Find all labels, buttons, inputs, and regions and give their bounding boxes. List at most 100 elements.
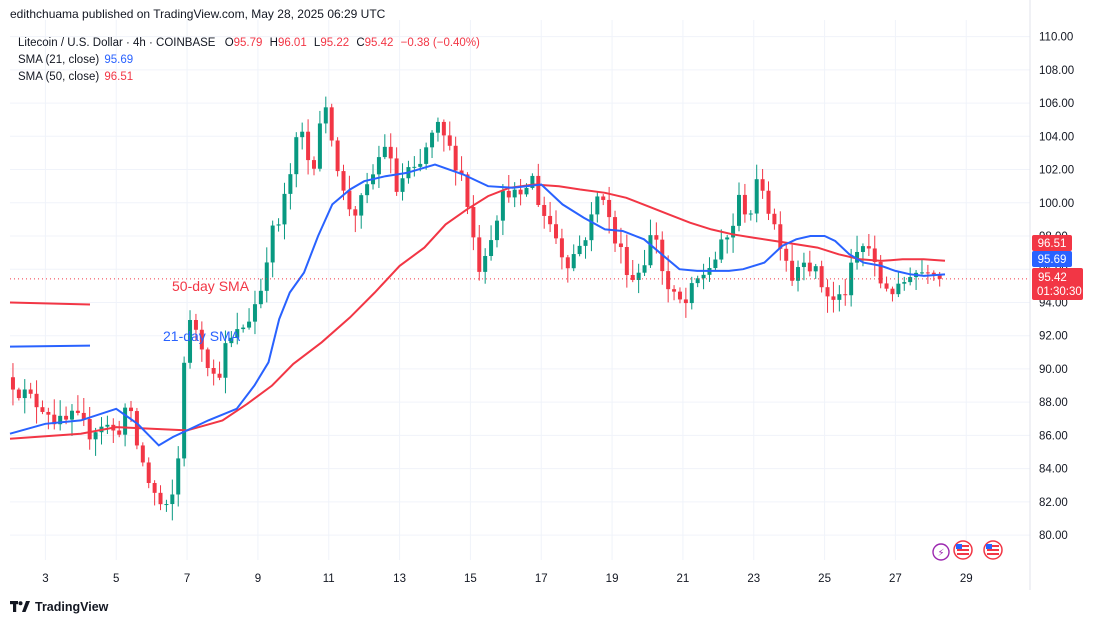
candle-body (742, 194, 747, 215)
candle-body (28, 389, 33, 394)
candle-body (477, 237, 482, 272)
low-label: L (313, 37, 321, 49)
candle-body (866, 246, 871, 249)
candle-body (925, 272, 930, 274)
candle-body (311, 160, 316, 169)
sma21-line (9, 163, 946, 447)
candle-body (16, 389, 21, 399)
candle-body (347, 190, 352, 210)
price-tick-label: 88.00 (1039, 397, 1068, 409)
candle-body (565, 257, 570, 269)
sma50-legend-row[interactable]: SMA (50, close) 96.51 (18, 69, 480, 86)
sma21-legend-row[interactable]: SMA (21, close) 95.69 (18, 52, 480, 69)
close-value: 95.42 (364, 37, 394, 49)
candle-body (512, 189, 517, 198)
candle-body (105, 424, 110, 427)
candle-body (435, 121, 440, 133)
candle-body (736, 194, 741, 226)
price-tick-label: 108.00 (1039, 65, 1074, 77)
candle-body (630, 275, 635, 280)
candle-body (896, 283, 901, 295)
tradingview-logo-icon (10, 601, 30, 613)
svg-text:01:30:30: 01:30:30 (1037, 286, 1082, 298)
time-tick-label: 11 (323, 573, 335, 585)
candle-body (158, 492, 163, 505)
time-tick-label: 17 (535, 573, 548, 585)
candle-body (695, 278, 700, 284)
price-tick-label: 92.00 (1039, 331, 1068, 343)
candle-body (748, 213, 753, 215)
candle-body (524, 187, 529, 195)
candle-body (518, 189, 523, 195)
candle-body (919, 272, 924, 274)
candle-body (530, 175, 535, 188)
price-tick-label: 86.00 (1039, 430, 1068, 442)
candle-body (465, 174, 470, 207)
candle-body (276, 224, 281, 226)
time-tick-label: 15 (464, 573, 477, 585)
candle-body (937, 274, 942, 279)
candle-body (241, 327, 246, 330)
symbol-name[interactable]: Litecoin / U.S. Dollar · 4h · COINBASE (18, 37, 216, 49)
candle-body (264, 262, 269, 291)
tradingview-footer[interactable]: TradingView (10, 600, 108, 614)
candle-body (595, 196, 600, 215)
candle-body (329, 107, 334, 141)
candle-body (819, 266, 824, 288)
candle-body (412, 166, 417, 168)
symbol-row: Litecoin / U.S. Dollar · 4h · COINBASE O… (18, 35, 480, 52)
candle-body (589, 214, 594, 241)
candle-body (282, 193, 287, 225)
candle-body (689, 283, 694, 304)
candle-body (784, 248, 789, 261)
price-tick-label: 102.00 (1039, 165, 1074, 177)
candle-body (129, 407, 134, 412)
candle-body (359, 195, 364, 216)
candle-body (441, 121, 446, 136)
candle-body (46, 411, 51, 415)
events-flags[interactable]: ⚡ (932, 540, 1003, 561)
candle-body (825, 287, 830, 297)
candle-body (931, 272, 936, 275)
tradingview-brand: TradingView (35, 600, 109, 614)
time-tick-label: 19 (606, 573, 619, 585)
svg-text:⚡: ⚡ (937, 548, 944, 559)
candle-body (424, 147, 429, 164)
time-tick-label: 27 (889, 573, 902, 585)
candle-body (217, 373, 222, 378)
candle-body (489, 240, 494, 256)
candle-body (908, 277, 913, 283)
candle-body (123, 407, 128, 435)
candle-body (247, 321, 252, 328)
candle-body (583, 240, 588, 246)
candle-body (902, 282, 907, 284)
candle-body (878, 262, 883, 284)
candle-body (229, 337, 234, 344)
candle-body (400, 178, 405, 192)
candle-body (288, 174, 293, 194)
close-label: C (356, 37, 365, 49)
price-tick-label: 104.00 (1039, 131, 1074, 143)
candle-body (117, 430, 122, 435)
candle-body (683, 299, 688, 304)
sma21-legend-label: SMA (21, close) (18, 54, 100, 66)
candle-body (376, 157, 381, 175)
candle-body (382, 146, 387, 158)
sma21-annotation: 21-day SMA (163, 328, 241, 344)
open-value: 95.79 (233, 37, 263, 49)
candle-body (642, 265, 647, 273)
candle-body (430, 132, 435, 148)
candle-body (81, 412, 86, 420)
candle-body (607, 199, 612, 218)
candle-body (801, 262, 806, 268)
candle-body (672, 289, 677, 292)
chart-legend: Litecoin / U.S. Dollar · 4h · COINBASE O… (18, 35, 480, 86)
high-value: 96.01 (277, 37, 307, 49)
time-tick-label: 7 (184, 573, 190, 585)
sma50-price-label: 96.51 (1032, 235, 1072, 251)
candle-body (483, 255, 488, 272)
candle-body (211, 368, 216, 374)
sma50-annotation: 50-day SMA (172, 278, 250, 294)
candle-body (471, 206, 476, 238)
